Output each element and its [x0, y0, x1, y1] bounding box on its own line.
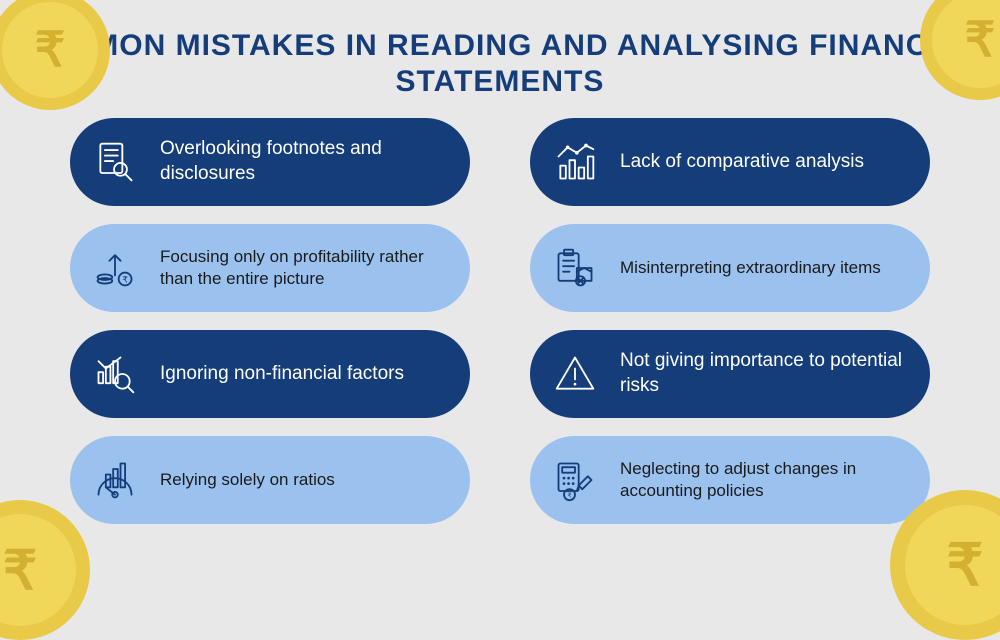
rupee-symbol: ₹	[932, 0, 1000, 88]
mistake-pill: Overlooking footnotes and disclosures	[70, 118, 470, 206]
rupee-symbol: ₹	[0, 514, 76, 626]
mistake-pill: Relying solely on ratios	[70, 436, 470, 524]
calculator-pen-icon: ₹	[548, 453, 602, 507]
pill-label: Overlooking footnotes and disclosures	[160, 137, 446, 186]
gauge-bars-icon	[88, 453, 142, 507]
document-search-icon	[88, 135, 142, 189]
svg-text:₹: ₹	[567, 492, 571, 499]
clipboard-box-icon	[548, 241, 602, 295]
page-title: COMMON MISTAKES IN READING AND ANALYSING…	[0, 0, 1000, 118]
svg-text:₹: ₹	[122, 276, 127, 285]
columns-container: Overlooking footnotes and disclosures ₹ …	[0, 118, 1000, 524]
mistake-pill: ₹ Neglecting to adjust changes in accoun…	[530, 436, 930, 524]
pill-label: Focusing only on profitability rather th…	[160, 246, 446, 290]
pill-label: Misinterpreting extraordinary items	[620, 257, 881, 279]
pill-label: Relying solely on ratios	[160, 469, 335, 491]
rupee-symbol: ₹	[2, 2, 98, 98]
mistake-pill: ₹ Focusing only on profitability rather …	[70, 224, 470, 312]
warning-icon	[548, 347, 602, 401]
right-column: Lack of comparative analysis Misinterpre…	[530, 118, 930, 524]
rupee-symbol: ₹	[905, 505, 1000, 625]
mistake-pill: Not giving importance to potential risks	[530, 330, 930, 418]
pill-label: Lack of comparative analysis	[620, 150, 864, 175]
growth-coins-icon: ₹	[88, 241, 142, 295]
line-bars-icon	[548, 135, 602, 189]
mistake-pill: Lack of comparative analysis	[530, 118, 930, 206]
pill-label: Not giving importance to potential risks	[620, 349, 906, 398]
left-column: Overlooking footnotes and disclosures ₹ …	[70, 118, 470, 524]
mistake-pill: Misinterpreting extraordinary items	[530, 224, 930, 312]
chart-magnify-icon	[88, 347, 142, 401]
pill-label: Ignoring non-financial factors	[160, 362, 404, 387]
pill-label: Neglecting to adjust changes in accounti…	[620, 458, 906, 502]
mistake-pill: Ignoring non-financial factors	[70, 330, 470, 418]
